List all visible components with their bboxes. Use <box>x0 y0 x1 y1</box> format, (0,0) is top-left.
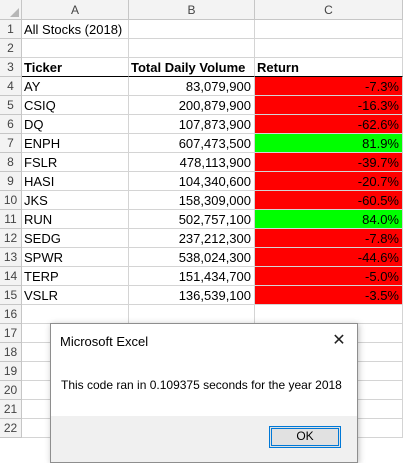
row-header-14[interactable]: 14 <box>0 267 22 286</box>
row-header-22[interactable]: 22 <box>0 419 22 438</box>
cell-b12[interactable]: 237,212,300 <box>129 229 255 248</box>
cell-b9[interactable]: 104,340,600 <box>129 172 255 191</box>
column-header-b[interactable]: B <box>129 0 255 20</box>
cell-c2[interactable] <box>255 39 403 58</box>
ok-button[interactable]: OK <box>269 426 341 448</box>
cell-c15[interactable]: -3.5% <box>255 286 403 305</box>
cell-c14[interactable]: -5.0% <box>255 267 403 286</box>
select-all-triangle-icon <box>10 8 19 17</box>
cell-c12[interactable]: -7.8% <box>255 229 403 248</box>
cell-a13[interactable]: SPWR <box>22 248 129 267</box>
close-icon[interactable]: ✕ <box>332 332 346 349</box>
row-header-5[interactable]: 5 <box>0 96 22 115</box>
cell-b13[interactable]: 538,024,300 <box>129 248 255 267</box>
cell-b16[interactable] <box>129 305 255 324</box>
cell-c7[interactable]: 81.9% <box>255 134 403 153</box>
row-header-3[interactable]: 3 <box>0 58 22 77</box>
row-header-7[interactable]: 7 <box>0 134 22 153</box>
cell-b1[interactable] <box>129 20 255 39</box>
message-box-dialog: Microsoft Excel ✕ This code ran in 0.109… <box>50 323 358 463</box>
cell-a2[interactable] <box>22 39 129 58</box>
row-header-13[interactable]: 13 <box>0 248 22 267</box>
dialog-footer: OK <box>51 416 357 462</box>
row-header-4[interactable]: 4 <box>0 77 22 96</box>
cell-a7[interactable]: ENPH <box>22 134 129 153</box>
cell-a16[interactable] <box>22 305 129 324</box>
cell-a8[interactable]: FSLR <box>22 153 129 172</box>
cell-c8[interactable]: -39.7% <box>255 153 403 172</box>
cell-b3[interactable]: Total Daily Volume <box>129 58 255 77</box>
row-header-1[interactable]: 1 <box>0 20 22 39</box>
cell-a1[interactable]: All Stocks (2018) <box>22 20 129 39</box>
select-all-corner[interactable] <box>0 0 22 20</box>
row-header-20[interactable]: 20 <box>0 381 22 400</box>
row-header-9[interactable]: 9 <box>0 172 22 191</box>
dialog-title: Microsoft Excel <box>60 334 149 349</box>
cell-c4[interactable]: -7.3% <box>255 77 403 96</box>
cell-c1[interactable] <box>255 20 403 39</box>
cell-c9[interactable]: -20.7% <box>255 172 403 191</box>
cell-b15[interactable]: 136,539,100 <box>129 286 255 305</box>
cell-b4[interactable]: 83,079,900 <box>129 77 255 96</box>
row-header-6[interactable]: 6 <box>0 115 22 134</box>
cell-b7[interactable]: 607,473,500 <box>129 134 255 153</box>
row-header-15[interactable]: 15 <box>0 286 22 305</box>
cell-b2[interactable] <box>129 39 255 58</box>
cell-c11[interactable]: 84.0% <box>255 210 403 229</box>
row-header-17[interactable]: 17 <box>0 324 22 343</box>
cell-a6[interactable]: DQ <box>22 115 129 134</box>
cell-a4[interactable]: AY <box>22 77 129 96</box>
row-header-19[interactable]: 19 <box>0 362 22 381</box>
cell-c5[interactable]: -16.3% <box>255 96 403 115</box>
cell-c16[interactable] <box>255 305 403 324</box>
column-header-a[interactable]: A <box>22 0 129 20</box>
cell-b5[interactable]: 200,879,900 <box>129 96 255 115</box>
row-header-11[interactable]: 11 <box>0 210 22 229</box>
cell-a15[interactable]: VSLR <box>22 286 129 305</box>
row-header-18[interactable]: 18 <box>0 343 22 362</box>
cell-a10[interactable]: JKS <box>22 191 129 210</box>
cell-a3[interactable]: Ticker <box>22 58 129 77</box>
column-header-c[interactable]: C <box>255 0 403 20</box>
cell-b6[interactable]: 107,873,900 <box>129 115 255 134</box>
cell-a11[interactable]: RUN <box>22 210 129 229</box>
cell-c6[interactable]: -62.6% <box>255 115 403 134</box>
dialog-message: This code ran in 0.109375 seconds for th… <box>61 378 342 392</box>
row-header-16[interactable]: 16 <box>0 305 22 324</box>
row-header-2[interactable]: 2 <box>0 39 22 58</box>
cell-c3[interactable]: Return <box>255 58 403 77</box>
cell-c10[interactable]: -60.5% <box>255 191 403 210</box>
cell-a14[interactable]: TERP <box>22 267 129 286</box>
cell-b14[interactable]: 151,434,700 <box>129 267 255 286</box>
row-header-8[interactable]: 8 <box>0 153 22 172</box>
cell-b8[interactable]: 478,113,900 <box>129 153 255 172</box>
row-header-21[interactable]: 21 <box>0 400 22 419</box>
cell-a5[interactable]: CSIQ <box>22 96 129 115</box>
cell-b11[interactable]: 502,757,100 <box>129 210 255 229</box>
cell-b10[interactable]: 158,309,000 <box>129 191 255 210</box>
row-header-10[interactable]: 10 <box>0 191 22 210</box>
cell-c13[interactable]: -44.6% <box>255 248 403 267</box>
cell-a9[interactable]: HASI <box>22 172 129 191</box>
cell-a12[interactable]: SEDG <box>22 229 129 248</box>
row-header-12[interactable]: 12 <box>0 229 22 248</box>
